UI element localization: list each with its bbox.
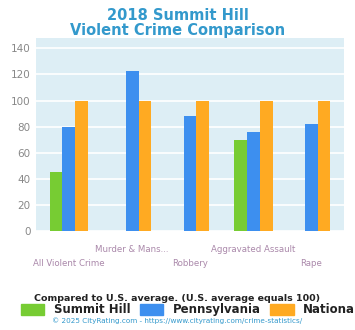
- Text: Compared to U.S. average. (U.S. average equals 100): Compared to U.S. average. (U.S. average …: [34, 294, 321, 303]
- Text: Violent Crime Comparison: Violent Crime Comparison: [70, 23, 285, 38]
- Text: All Violent Crime: All Violent Crime: [33, 259, 104, 268]
- Text: Robbery: Robbery: [172, 259, 208, 268]
- Text: Murder & Mans...: Murder & Mans...: [95, 245, 169, 254]
- Bar: [75, 101, 88, 231]
- Text: © 2025 CityRating.com - https://www.cityrating.com/crime-statistics/: © 2025 CityRating.com - https://www.city…: [53, 317, 302, 324]
- Bar: [318, 101, 330, 231]
- Text: 2018 Summit Hill: 2018 Summit Hill: [106, 8, 248, 23]
- Bar: [234, 140, 247, 231]
- Bar: [305, 124, 318, 231]
- Bar: [247, 132, 260, 231]
- Bar: [196, 101, 209, 231]
- Bar: [184, 116, 196, 231]
- Text: Rape: Rape: [300, 259, 322, 268]
- Bar: [126, 71, 138, 231]
- Bar: [50, 172, 62, 231]
- Legend: Summit Hill, Pennsylvania, National: Summit Hill, Pennsylvania, National: [16, 299, 355, 321]
- Bar: [138, 101, 151, 231]
- Bar: [62, 127, 75, 231]
- Bar: [260, 101, 273, 231]
- Text: Aggravated Assault: Aggravated Assault: [211, 245, 296, 254]
